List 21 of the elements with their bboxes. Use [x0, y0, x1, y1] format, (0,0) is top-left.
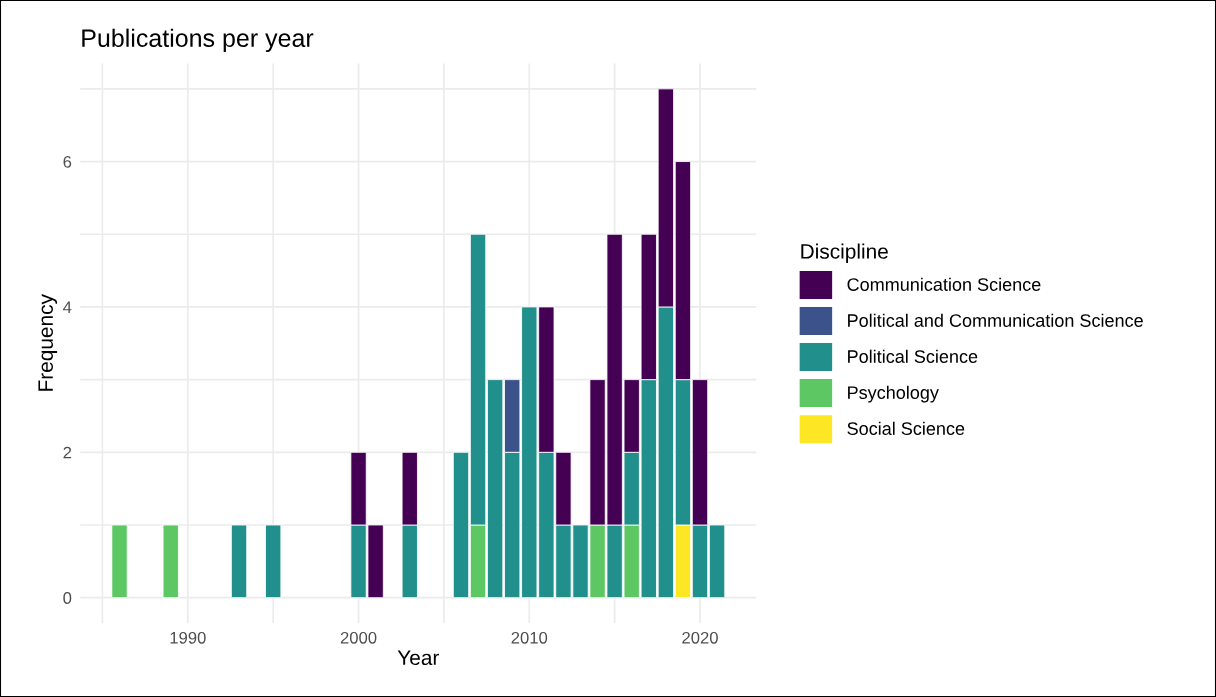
x-tick-label: 2020 [682, 631, 718, 644]
legend-label: Political and Communication Science [848, 313, 1143, 327]
y-tick-label: 2 [63, 446, 72, 459]
chart-title: Publications per year [82, 28, 314, 52]
legend-title: Discipline [801, 243, 888, 263]
x-axis-title: Year [397, 650, 440, 666]
legend-label: Communication Science [847, 277, 1041, 291]
legend-label: Social Science [847, 421, 965, 435]
bar [111, 524, 128, 599]
y-tick-label: 0 [63, 592, 72, 604]
x-tick-label: 2000 [340, 631, 377, 644]
bar [162, 524, 179, 599]
x-tick-label: 2010 [511, 631, 548, 644]
legend-label: Psychology [848, 385, 939, 403]
bar [230, 524, 248, 599]
legend-label: Political Science [848, 349, 978, 363]
y-tick-label: 4 [63, 301, 72, 313]
y-axis-title: Frequency [38, 294, 58, 391]
y-tick-label: 6 [63, 155, 72, 168]
x-tick-label: 1990 [170, 631, 206, 644]
bar [265, 524, 282, 599]
